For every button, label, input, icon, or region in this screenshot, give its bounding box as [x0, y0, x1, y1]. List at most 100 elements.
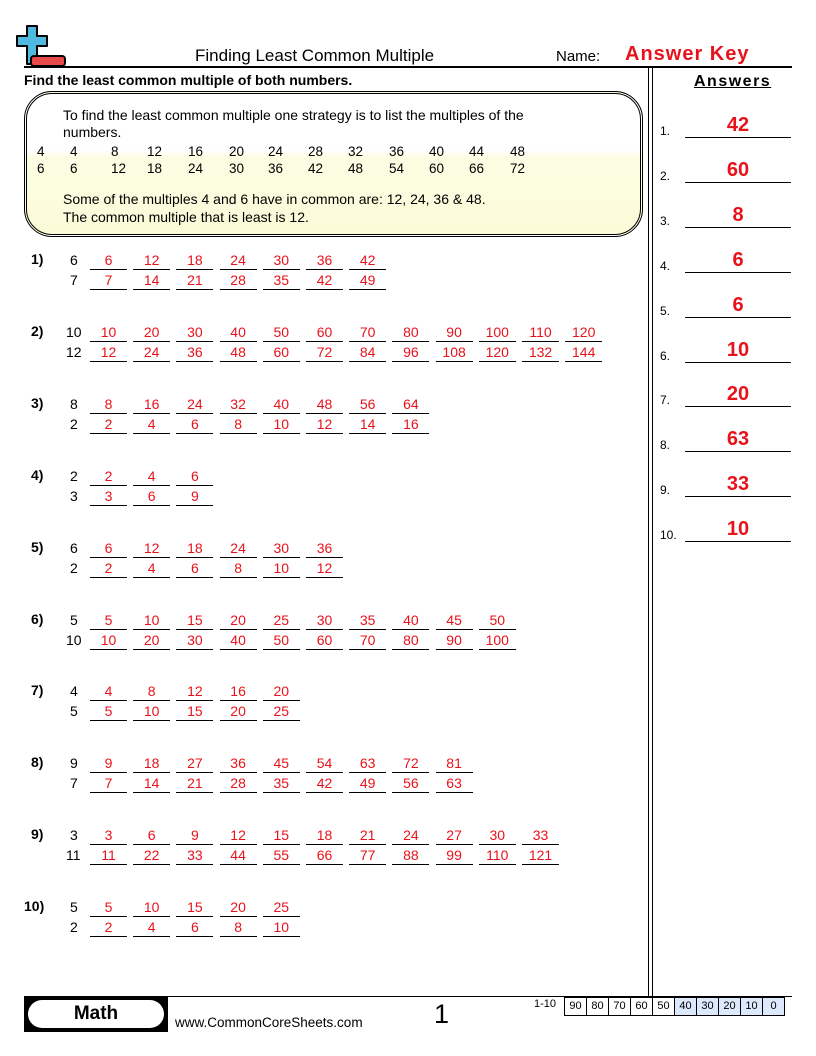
multiple-b: 8 [219, 559, 257, 578]
multiple-a: 8 [90, 395, 127, 414]
multiple-b: 44 [219, 846, 257, 866]
multiple-b: 7 [90, 271, 127, 290]
multiple-b: 121 [522, 846, 559, 866]
multiple-a: 21 [349, 826, 387, 846]
multiple-a: 32 [219, 395, 257, 414]
multiple-b: 5 [90, 702, 127, 722]
score-table: 90 80 70 60 50 40 30 20 10 0 [564, 997, 785, 1016]
plus-minus-logo-icon [16, 25, 66, 67]
answer-number: 3. [660, 213, 671, 228]
multiple-a: 15 [176, 898, 214, 918]
multiple-b: 20 [219, 702, 257, 722]
answer-number: 8. [660, 438, 671, 453]
answer-value: 8 [685, 203, 791, 228]
multiple-a: 6 [176, 467, 214, 486]
multiple-a: 72 [392, 754, 430, 774]
multiple-b: 22 [133, 846, 171, 866]
example-number: 6 [37, 161, 45, 176]
multiple-b: 60 [306, 631, 343, 650]
example-number: 48 [348, 161, 364, 176]
answer-number: 9. [660, 483, 671, 498]
multiple-b: 15 [176, 702, 214, 722]
multiple-b: 90 [435, 631, 473, 650]
divider [652, 68, 653, 996]
example-number: 24 [268, 144, 284, 159]
multiple-a: 100 [478, 323, 516, 342]
multiple-b: 25 [262, 702, 300, 722]
multiple-b: 6 [176, 559, 214, 578]
number-b: 2 [70, 559, 78, 576]
problem-label: 9) [31, 826, 44, 843]
example-text: To find the least common multiple one st… [63, 107, 524, 123]
multiple-b: 7 [90, 774, 127, 794]
multiple-b: 21 [176, 271, 214, 290]
multiple-a: 10 [90, 323, 127, 342]
multiple-a: 12 [219, 826, 257, 846]
multiple-a: 15 [176, 611, 214, 630]
multiple-b: 6 [176, 918, 214, 938]
multiple-a: 80 [392, 323, 430, 342]
multiple-b: 14 [133, 774, 171, 794]
example-number: 20 [229, 144, 245, 159]
multiple-a: 12 [133, 251, 171, 270]
multiple-b: 6 [176, 415, 214, 434]
multiple-b: 10 [262, 559, 300, 578]
multiple-a: 40 [262, 395, 300, 414]
multiple-b: 77 [349, 846, 387, 866]
multiple-b: 2 [90, 559, 127, 578]
multiple-b: 10 [262, 415, 300, 434]
divider [24, 996, 792, 997]
multiple-a: 20 [219, 898, 257, 918]
multiple-b: 100 [478, 631, 516, 650]
multiple-b: 11 [90, 846, 127, 866]
number-b: 11 [66, 847, 81, 864]
multiple-b: 84 [349, 343, 387, 362]
multiple-a: 16 [133, 395, 171, 414]
multiple-a: 42 [349, 251, 387, 270]
multiple-a: 20 [219, 611, 257, 630]
multiple-a: 120 [565, 323, 603, 342]
multiple-a: 18 [306, 826, 343, 846]
example-number: 72 [510, 161, 526, 176]
multiple-b: 2 [90, 415, 127, 434]
multiple-b: 42 [306, 271, 343, 290]
example-number: 32 [348, 144, 364, 159]
name-label: Name: [556, 48, 601, 65]
number-a: 8 [70, 395, 78, 412]
multiple-a: 45 [262, 754, 300, 774]
multiple-b: 20 [133, 631, 171, 650]
problem-label: 1) [31, 251, 44, 267]
example-number: 18 [147, 161, 163, 176]
multiple-b: 24 [133, 343, 171, 362]
name-value: Answer Key [625, 43, 750, 65]
multiple-b: 35 [262, 774, 300, 794]
multiple-a: 40 [219, 323, 257, 342]
multiple-a: 12 [133, 539, 171, 558]
multiple-a: 27 [176, 754, 214, 774]
answers-heading: Answers [694, 73, 772, 90]
example-number: 4 [37, 144, 45, 159]
score-cell: 80 [586, 997, 609, 1016]
number-a: 10 [66, 323, 82, 340]
multiple-b: 12 [90, 343, 127, 362]
number-a: 4 [70, 683, 78, 700]
multiple-b: 8 [219, 415, 257, 434]
answer-value: 33 [685, 472, 791, 498]
multiple-a: 16 [219, 682, 257, 702]
example-number: 16 [188, 144, 204, 159]
answer-number: 10. [660, 528, 677, 543]
problem-label: 5) [31, 538, 44, 555]
multiple-b: 2 [90, 918, 127, 938]
multiple-a: 54 [306, 754, 343, 774]
multiple-a: 27 [435, 826, 473, 846]
multiple-a: 5 [90, 898, 127, 918]
problem-label: 10) [24, 898, 45, 915]
multiple-a: 5 [90, 611, 127, 630]
number-a: 3 [70, 827, 78, 844]
multiple-b: 12 [306, 559, 343, 578]
score-cell: 0 [762, 997, 785, 1016]
answer-number: 7. [660, 393, 671, 408]
number-a: 6 [70, 539, 78, 556]
example-number: 36 [389, 144, 405, 159]
multiple-a: 35 [349, 611, 387, 630]
